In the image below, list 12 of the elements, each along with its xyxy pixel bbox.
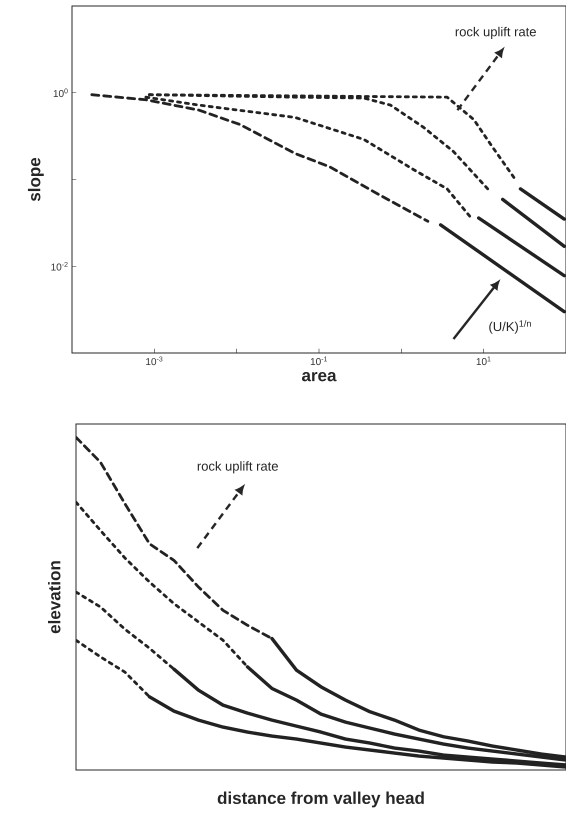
annotation: rock uplift rate: [456, 26, 536, 39]
y-tick-label: 10$^{0}$: [54, 88, 68, 98]
y-axis-title: slope: [28, 158, 44, 202]
x-tick-label: 10$^{-3}$: [146, 356, 162, 366]
x-axis-title: distance from valley head: [218, 792, 424, 808]
y-axis-title: elevation: [48, 561, 60, 634]
x-axis-title: area: [302, 372, 337, 382]
annotation: (U/K)$^{1/n}$: [489, 320, 531, 334]
x-tick-label: 10$^{-1}$: [310, 356, 328, 366]
x-tick-label: 10$^{1}$: [476, 356, 491, 366]
annotation: rock uplift rate: [198, 461, 278, 474]
y-tick-label: 10$^{-2}$: [51, 262, 68, 271]
